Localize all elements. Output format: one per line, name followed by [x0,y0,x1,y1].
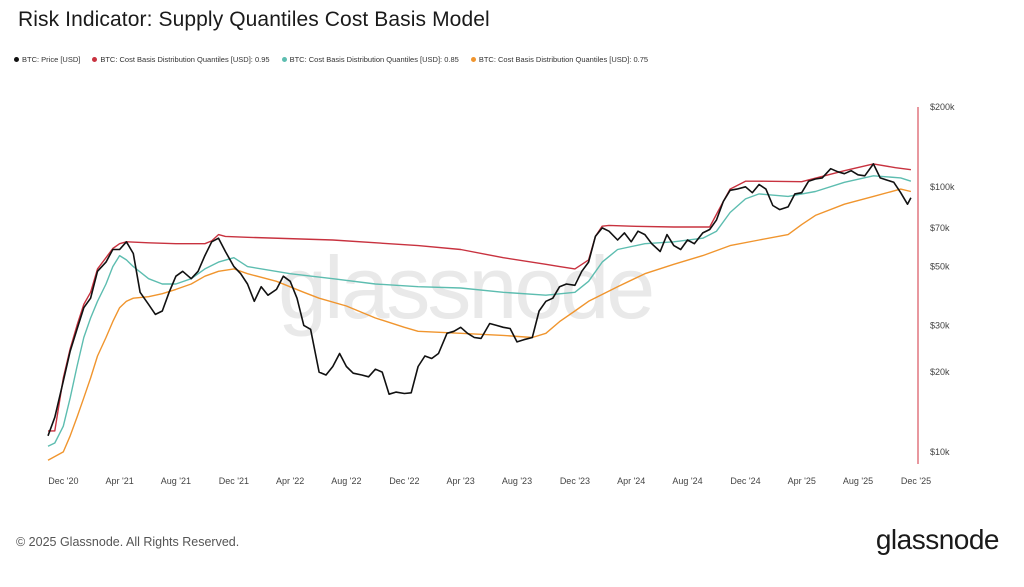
x-tick-label: Apr '23 [447,476,475,486]
chart-title: Risk Indicator: Supply Quantiles Cost Ba… [18,8,490,31]
x-tick-label: Dec '21 [219,476,249,486]
y-tick-label: $30k [930,320,950,330]
y-tick-label: $10k [930,447,950,457]
x-tick-label: Aug '25 [843,476,873,486]
x-tick-label: Apr '24 [617,476,645,486]
x-tick-label: Dec '23 [560,476,590,486]
x-tick-label: Aug '23 [502,476,532,486]
watermark: glassnode [278,238,652,337]
y-tick-label: $20k [930,367,950,377]
legend-item-q85[interactable]: BTC: Cost Basis Distribution Quantiles [… [281,55,459,64]
x-tick-label: Aug '24 [672,476,702,486]
brand-logo: glassnode [875,524,1000,555]
legend-item-q75[interactable]: BTC: Cost Basis Distribution Quantiles [… [470,55,649,64]
x-tick-label: Dec '24 [730,476,760,486]
x-tick-label: Dec '25 [901,476,931,486]
x-tick-label: Aug '22 [331,476,361,486]
x-tick-label: Apr '21 [105,476,133,486]
legend-label-price: BTC: Price [USD] [22,55,81,64]
legend-dot-q85 [281,57,287,62]
legend-item-price[interactable]: BTC: Price [USD] [14,55,80,64]
series-line-q85 [47,175,912,447]
legend-dot-q95 [92,57,98,62]
copyright-text: © 2025 Glassnode. All Rights Reserved. [16,535,240,549]
legend-label-q75: BTC: Cost Basis Distribution Quantiles [… [478,55,649,64]
y-tick-label: $100k [930,182,955,192]
x-tick-label: Dec '22 [389,476,419,486]
series-line-price [47,163,912,437]
y-tick-label: $50k [930,262,950,272]
x-tick-label: Apr '22 [276,476,304,486]
legend-item-q95[interactable]: BTC: Cost Basis Distribution Quantiles [… [92,55,270,64]
y-tick-label: $70k [930,223,950,233]
y-tick-label: $200k [930,102,955,112]
legend-dot-q75 [470,57,476,62]
series-line-q75 [47,188,912,461]
legend-label-q95: BTC: Cost Basis Distribution Quantiles [… [100,55,270,64]
x-tick-label: Apr '25 [788,476,816,486]
legend-dot-price [14,57,19,62]
x-tick-label: Aug '21 [161,476,191,486]
legend-label-q85: BTC: Cost Basis Distribution Quantiles [… [289,55,459,64]
x-tick-label: Dec '20 [48,476,78,486]
legend: BTC: Price [USD] BTC: Cost Basis Distrib… [14,55,648,64]
